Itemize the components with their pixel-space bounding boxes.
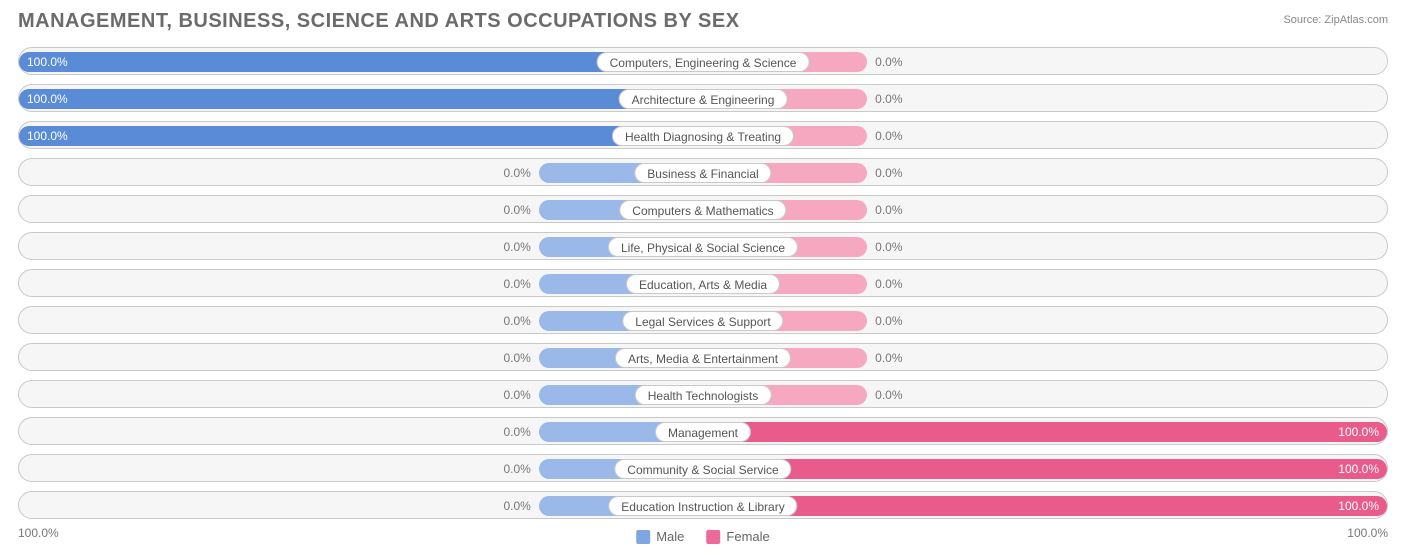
row-track: 0.0% 0.0% Health Technologists (18, 380, 1388, 408)
chart-row: 0.0% 0.0% Business & Financial (18, 155, 1388, 189)
value-male: 0.0% (495, 270, 538, 298)
chart-row: 0.0% 0.0% Education, Arts & Media (18, 266, 1388, 300)
legend-swatch-male (636, 530, 650, 544)
axis-right-label: 100.0% (1347, 526, 1388, 540)
category-label: Computers & Mathematics (619, 200, 786, 220)
chart-row: 100.0% 0.0% Computers, Engineering & Scien… (18, 44, 1388, 78)
row-track: 0.0% 0.0% Education, Arts & Media (18, 269, 1388, 297)
value-male: 0.0% (495, 233, 538, 261)
value-male: 100.0% (19, 48, 76, 76)
chart-row: 0.0% 100.0% Community & Social Service (18, 451, 1388, 485)
chart-row: 0.0% 100.0% Management (18, 414, 1388, 448)
value-female: 0.0% (867, 48, 910, 76)
chart-row: 0.0% 100.0% Education Instruction & Librar… (18, 488, 1388, 522)
bar-female (703, 459, 1387, 479)
legend-item-male: Male (636, 529, 684, 544)
value-male: 0.0% (495, 455, 538, 483)
value-female: 100.0% (1330, 418, 1387, 446)
row-track: 0.0% 100.0% Education Instruction & Librar… (18, 491, 1388, 519)
chart-row: 100.0% 0.0% Health Diagnosing & Treating (18, 118, 1388, 152)
row-track: 0.0% 100.0% Management (18, 417, 1388, 445)
value-male: 0.0% (495, 159, 538, 187)
row-track: 0.0% 0.0% Business & Financial (18, 158, 1388, 186)
row-track: 0.0% 0.0% Computers & Mathematics (18, 195, 1388, 223)
value-male: 0.0% (495, 196, 538, 224)
row-track: 100.0% 0.0% Computers, Engineering & Scien… (18, 47, 1388, 75)
axis-left-label: 100.0% (18, 526, 59, 540)
value-female: 100.0% (1330, 455, 1387, 483)
chart-source: Source: ZipAtlas.com (1283, 14, 1388, 26)
chart-title: MANAGEMENT, BUSINESS, SCIENCE AND ARTS O… (18, 10, 740, 33)
category-label: Health Technologists (635, 385, 772, 405)
row-track: 0.0% 0.0% Life, Physical & Social Science (18, 232, 1388, 260)
value-male: 0.0% (495, 492, 538, 520)
value-male: 0.0% (495, 381, 538, 409)
occupations-by-sex-chart: MANAGEMENT, BUSINESS, SCIENCE AND ARTS O… (0, 0, 1406, 558)
value-female: 0.0% (867, 344, 910, 372)
value-female: 0.0% (867, 85, 910, 113)
chart-row: 100.0% 0.0% Architecture & Engineering (18, 81, 1388, 115)
legend-item-female: Female (706, 529, 769, 544)
category-label: Legal Services & Support (622, 311, 783, 331)
chart-rows: 100.0% 0.0% Computers, Engineering & Scien… (18, 44, 1388, 525)
value-male: 0.0% (495, 307, 538, 335)
legend-label-male: Male (656, 529, 684, 544)
chart-row: 0.0% 0.0% Arts, Media & Entertainment (18, 340, 1388, 374)
value-female: 0.0% (867, 381, 910, 409)
chart-row: 0.0% 0.0% Health Technologists (18, 377, 1388, 411)
value-female: 0.0% (867, 122, 910, 150)
row-track: 0.0% 0.0% Arts, Media & Entertainment (18, 343, 1388, 371)
legend-swatch-female (706, 530, 720, 544)
category-label: Architecture & Engineering (619, 89, 788, 109)
category-label: Life, Physical & Social Science (608, 237, 798, 257)
value-male: 0.0% (495, 418, 538, 446)
bar-male (19, 126, 703, 146)
legend-label-female: Female (726, 529, 769, 544)
value-female: 0.0% (867, 159, 910, 187)
category-label: Business & Financial (634, 163, 771, 183)
row-track: 100.0% 0.0% Architecture & Engineering (18, 84, 1388, 112)
legend: Male Female (636, 529, 770, 544)
category-label: Education Instruction & Library (608, 496, 797, 516)
value-female: 100.0% (1330, 492, 1387, 520)
row-track: 0.0% 0.0% Legal Services & Support (18, 306, 1388, 334)
value-female: 0.0% (867, 307, 910, 335)
category-label: Community & Social Service (614, 459, 791, 479)
bar-female (703, 496, 1387, 516)
category-label: Management (655, 422, 751, 442)
category-label: Health Diagnosing & Treating (612, 126, 794, 146)
category-label: Education, Arts & Media (626, 274, 780, 294)
value-male: 100.0% (19, 122, 76, 150)
chart-row: 0.0% 0.0% Legal Services & Support (18, 303, 1388, 337)
value-female: 0.0% (867, 233, 910, 261)
bar-female (703, 422, 1387, 442)
chart-row: 0.0% 0.0% Life, Physical & Social Science (18, 229, 1388, 263)
category-label: Computers, Engineering & Science (597, 52, 810, 72)
value-female: 0.0% (867, 270, 910, 298)
row-track: 100.0% 0.0% Health Diagnosing & Treating (18, 121, 1388, 149)
value-male: 0.0% (495, 344, 538, 372)
value-female: 0.0% (867, 196, 910, 224)
category-label: Arts, Media & Entertainment (615, 348, 791, 368)
chart-row: 0.0% 0.0% Computers & Mathematics (18, 192, 1388, 226)
bar-male (19, 89, 703, 109)
value-male: 100.0% (19, 85, 76, 113)
row-track: 0.0% 100.0% Community & Social Service (18, 454, 1388, 482)
